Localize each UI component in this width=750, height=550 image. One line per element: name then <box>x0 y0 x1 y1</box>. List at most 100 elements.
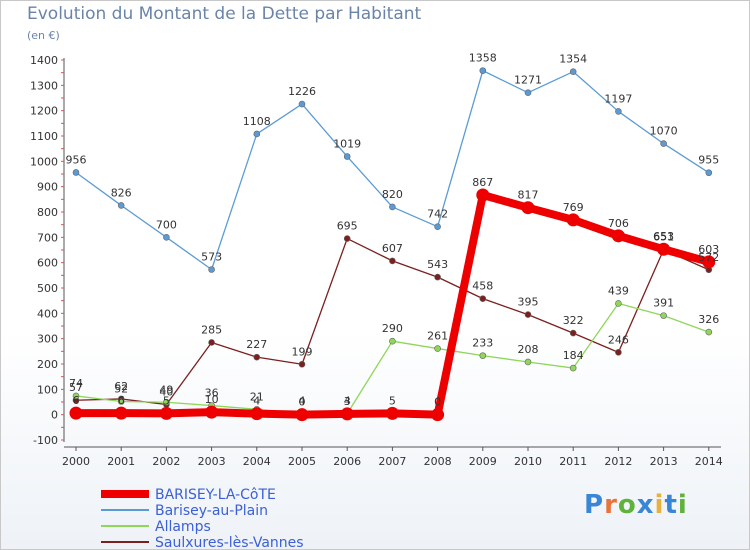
x-tick-label: 2006 <box>333 455 361 468</box>
data-point <box>569 364 577 372</box>
data-point <box>660 140 667 147</box>
data-point <box>208 339 215 346</box>
y-tick-label: 100 <box>37 383 58 396</box>
data-point <box>569 68 577 75</box>
data-point <box>69 406 83 420</box>
data-label: 326 <box>698 313 719 326</box>
x-tick-label: 2000 <box>62 455 90 468</box>
data-point <box>615 108 622 115</box>
data-point <box>479 295 487 302</box>
data-point <box>117 202 125 209</box>
data-point <box>569 329 577 337</box>
y-tick-label: 0 <box>51 409 58 422</box>
y-tick-label: 1000 <box>30 155 58 168</box>
data-label: 458 <box>472 280 493 293</box>
data-label: 1354 <box>559 53 587 66</box>
data-point <box>389 337 396 345</box>
data-point <box>389 203 396 211</box>
data-point <box>295 408 309 422</box>
chart-legend: BARISEY-LA-CôTEBarisey-au-PlainAllampsSa… <box>101 487 304 549</box>
chart-unit-label: (en €) <box>27 29 60 42</box>
data-label: 955 <box>698 154 719 167</box>
data-label: 653 <box>653 230 674 243</box>
x-tick-label: 2010 <box>514 455 542 468</box>
y-tick-label: 1200 <box>30 105 58 118</box>
data-label: 826 <box>111 186 132 199</box>
data-point <box>385 406 399 420</box>
legend-label: BARISEY-LA-CôTE <box>155 487 276 503</box>
data-point <box>705 169 713 177</box>
y-tick-label: -100 <box>33 434 58 447</box>
data-label: 573 <box>201 251 222 264</box>
data-label: 21 <box>250 390 264 403</box>
y-tick-label: 1100 <box>30 130 58 143</box>
data-label: 1226 <box>288 85 316 98</box>
data-label: 820 <box>382 188 403 201</box>
x-tick-label: 2005 <box>288 455 316 468</box>
data-label: 439 <box>608 284 629 297</box>
legend-label: Allamps <box>155 519 211 535</box>
data-label: 199 <box>292 345 313 358</box>
x-tick-label: 2013 <box>650 455 678 468</box>
proxiti-logo: Proxiti <box>584 490 688 520</box>
data-label: 742 <box>427 208 448 221</box>
data-point <box>208 266 215 273</box>
data-label: 4 <box>299 395 306 408</box>
data-label: 1358 <box>469 52 497 65</box>
data-point <box>298 100 306 108</box>
y-tick-label: 1300 <box>30 79 58 92</box>
data-point <box>117 398 125 405</box>
chart-title: Evolution du Montant de la Dette par Hab… <box>27 4 422 24</box>
data-label: 227 <box>246 338 267 351</box>
data-label: 543 <box>427 258 448 271</box>
data-point <box>389 257 396 265</box>
data-point <box>253 130 261 138</box>
data-point <box>163 234 170 241</box>
data-point <box>434 223 441 230</box>
y-tick-label: 900 <box>37 181 58 194</box>
x-tick-label: 2012 <box>604 455 632 468</box>
data-label: 290 <box>382 322 403 335</box>
y-tick-label: 600 <box>37 257 58 270</box>
data-label: 5 <box>389 394 396 407</box>
data-point <box>298 360 306 368</box>
x-tick-label: 2011 <box>559 455 587 468</box>
chart-series-lines <box>69 67 716 422</box>
data-point <box>657 242 671 256</box>
data-label: 233 <box>472 337 493 350</box>
y-tick-label: 700 <box>37 231 58 244</box>
data-point <box>521 201 535 215</box>
data-label: 700 <box>156 218 177 231</box>
x-tick-label: 2004 <box>243 455 271 468</box>
x-tick-label: 2002 <box>152 455 180 468</box>
data-label: 10 <box>205 393 219 406</box>
data-label: 1019 <box>333 138 361 151</box>
data-point <box>72 392 80 400</box>
data-point <box>431 408 445 422</box>
data-point <box>479 67 487 74</box>
data-point <box>615 300 622 307</box>
data-point <box>250 407 264 421</box>
data-label: 607 <box>382 242 403 255</box>
x-tick-label: 2003 <box>198 455 226 468</box>
data-label: 1108 <box>243 115 271 128</box>
data-label: 1271 <box>514 74 542 87</box>
data-label: 62 <box>114 380 128 393</box>
data-label: 52 <box>114 382 128 395</box>
data-label: 184 <box>563 349 584 362</box>
x-tick-label: 2007 <box>378 455 406 468</box>
data-label: 0 <box>434 396 441 409</box>
data-point <box>566 213 580 227</box>
y-tick-label: 500 <box>37 282 58 295</box>
data-point <box>253 353 261 361</box>
data-label: 603 <box>698 243 719 256</box>
data-label: 572 <box>698 251 719 264</box>
data-point <box>705 328 713 336</box>
data-point <box>343 235 351 242</box>
x-tick-label: 2009 <box>469 455 497 468</box>
chart-axes: -100010020030040050060070080090010001100… <box>30 54 723 468</box>
data-point <box>434 345 441 352</box>
x-tick-label: 2001 <box>107 455 135 468</box>
y-tick-label: 1400 <box>30 54 58 67</box>
